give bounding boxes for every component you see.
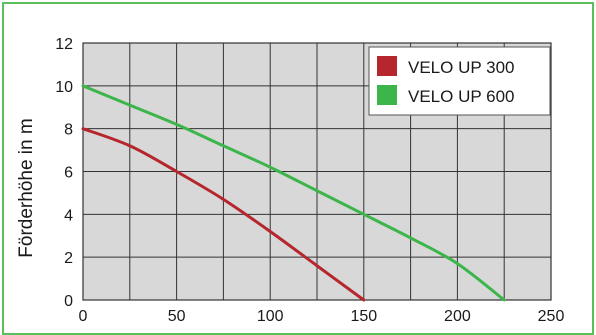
tick-labels: 0 2 4 6 8 10 12 0 50 100 150 200 250 — [55, 36, 564, 325]
x-tick-label: 0 — [79, 308, 88, 325]
x-tick-label: 100 — [257, 308, 284, 325]
y-tick-label: 6 — [64, 165, 73, 182]
legend-box — [368, 46, 551, 116]
plot-border — [82, 42, 552, 301]
series-layer — [81, 84, 506, 302]
legend: VELO UP 300 VELO UP 600 — [368, 46, 551, 116]
y-tick-label: 4 — [64, 207, 73, 224]
y-axis-label: Förderhöhe in m — [16, 118, 37, 257]
y-tick-label: 2 — [64, 250, 73, 267]
y-tick-label: 0 — [64, 293, 73, 310]
y-tick-label: 10 — [55, 79, 73, 96]
x-tick-label: 50 — [168, 308, 186, 325]
legend-label: VELO UP 300 — [408, 58, 514, 77]
x-tick-label: 250 — [538, 308, 565, 325]
legend-swatch — [377, 85, 397, 105]
y-tick-label: 12 — [55, 36, 73, 53]
y-tick-label: 8 — [64, 122, 73, 139]
series-line-velo-up-300 — [81, 127, 366, 302]
legend-label: VELO UP 600 — [408, 87, 514, 106]
x-tick-label: 150 — [350, 308, 377, 325]
legend-swatch — [377, 56, 397, 76]
grid — [82, 42, 552, 301]
x-tick-label: 200 — [444, 308, 471, 325]
series-line-velo-up-600 — [81, 84, 506, 302]
